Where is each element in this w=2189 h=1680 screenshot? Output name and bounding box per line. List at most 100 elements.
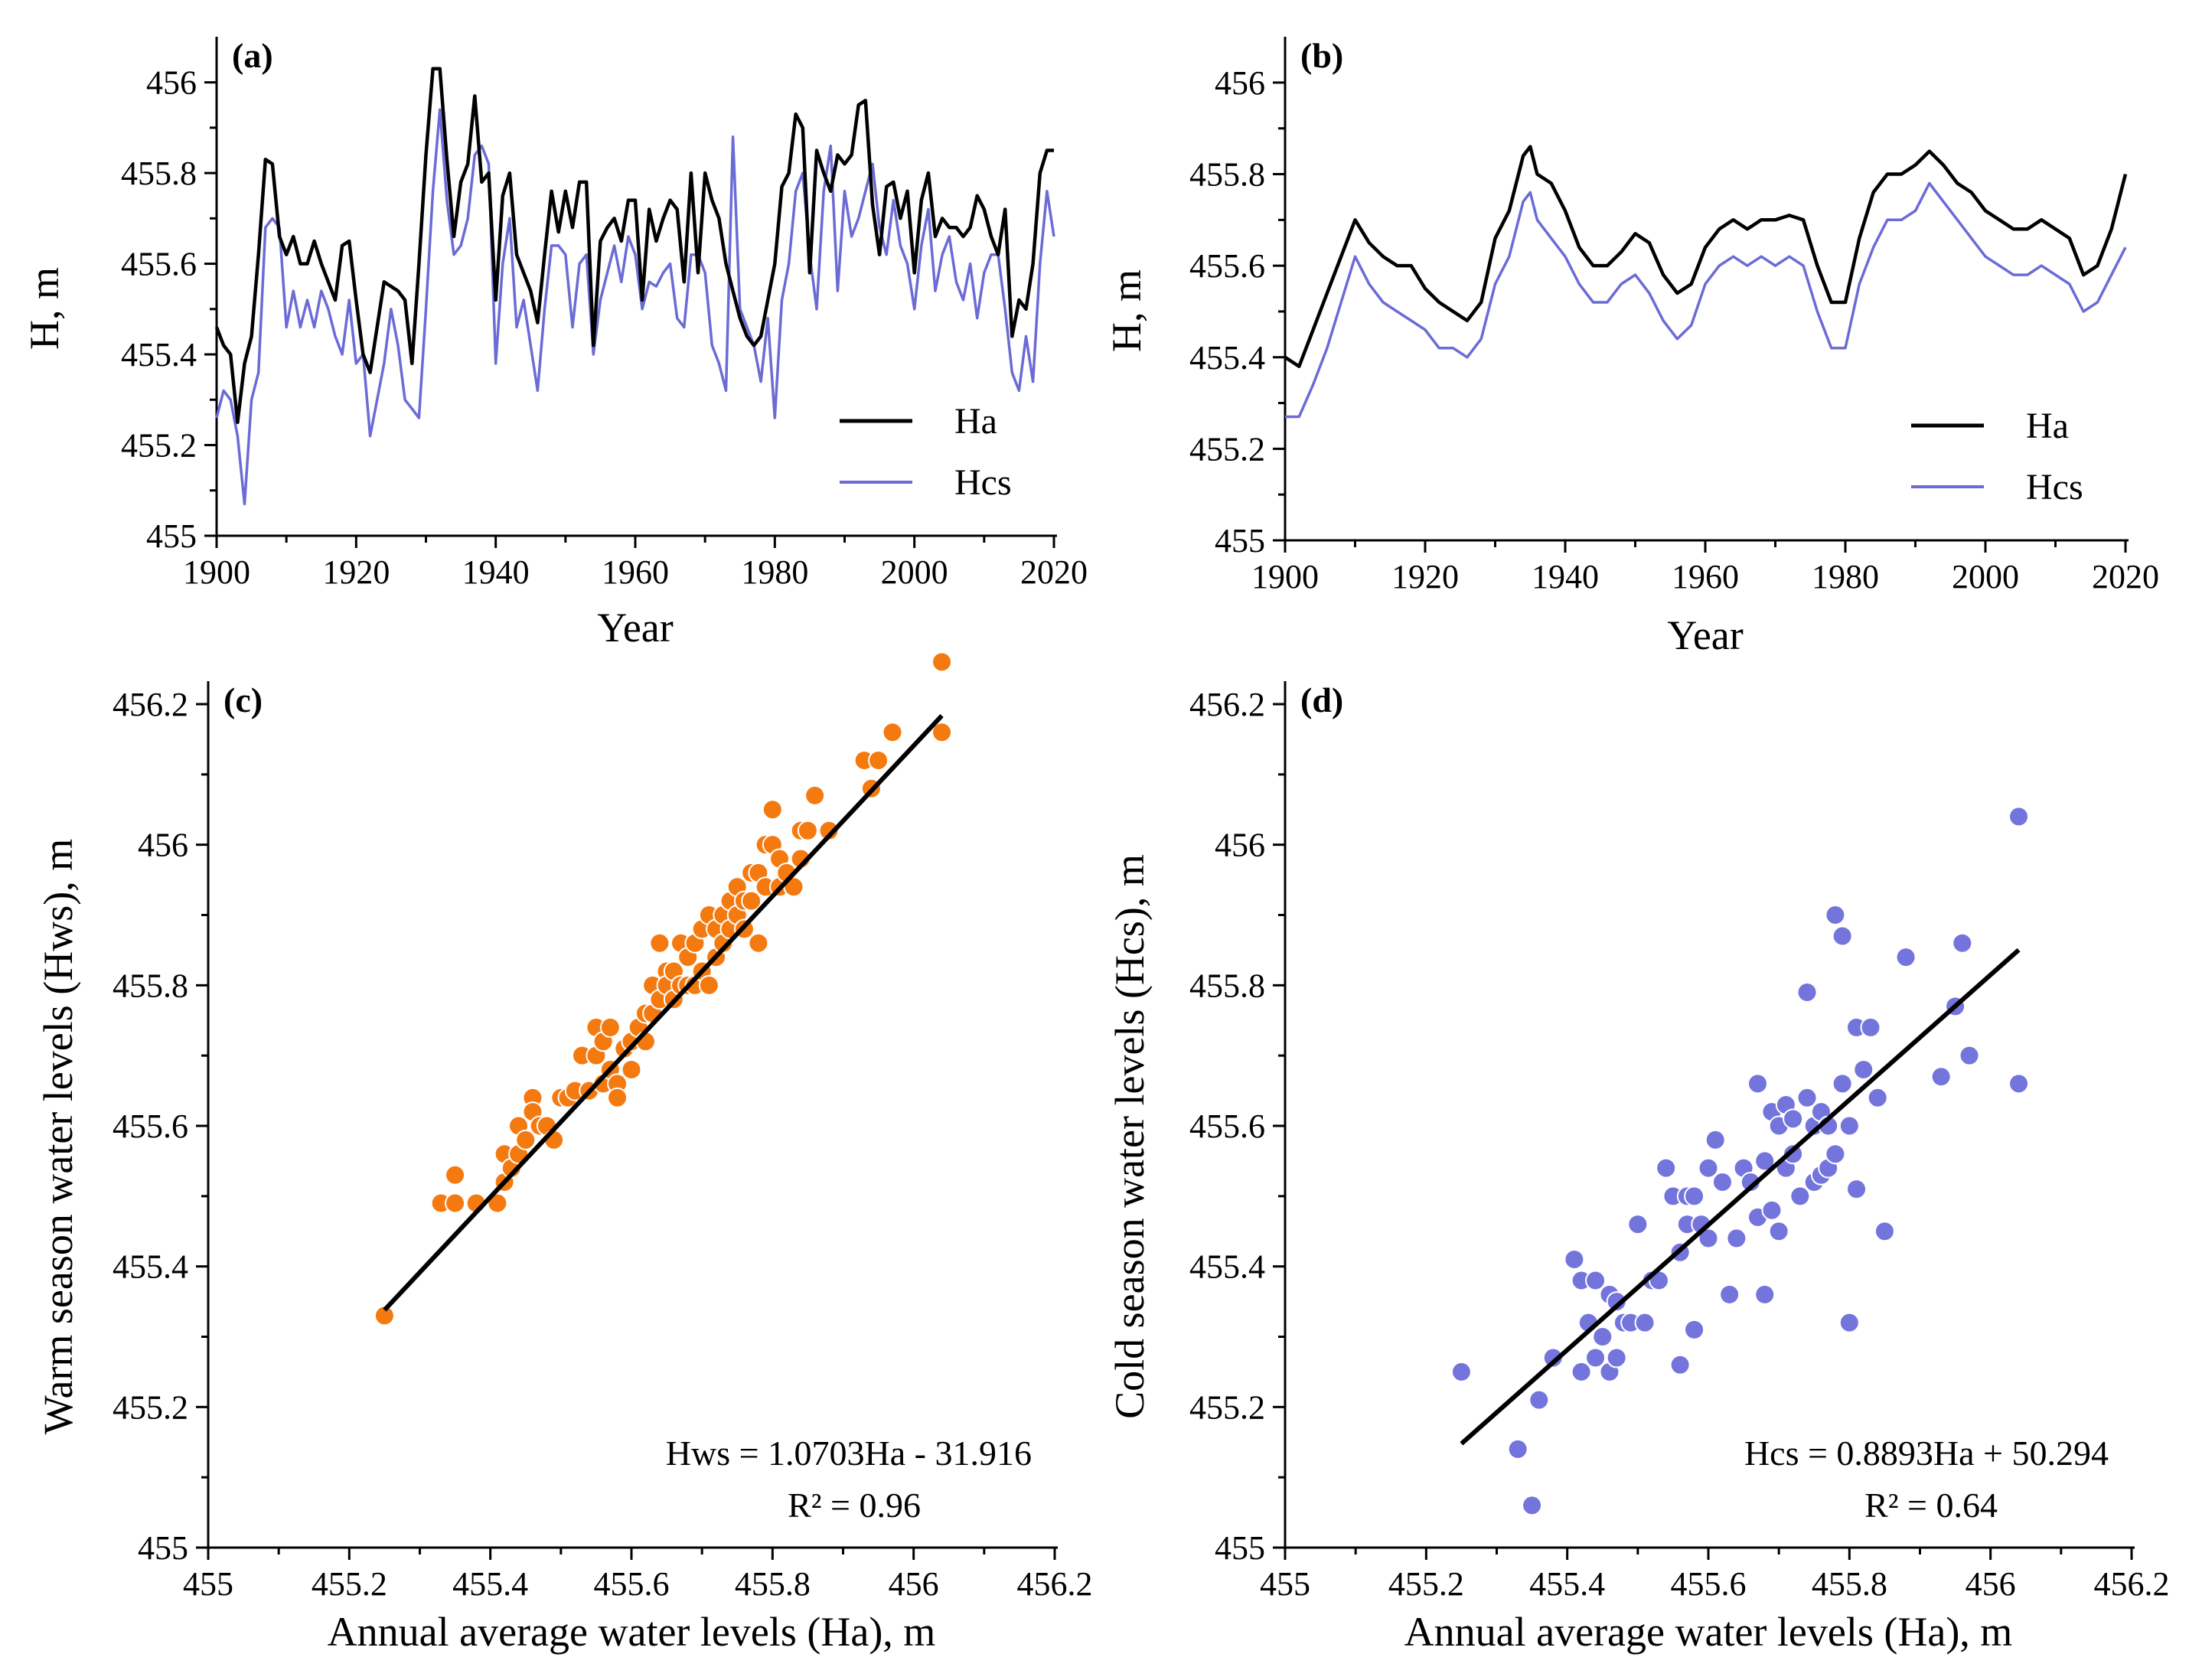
regression-line (1460, 948, 2021, 1446)
r-squared-label: R² = 0.64 (1864, 1486, 1998, 1525)
scatter-point (445, 1164, 466, 1186)
x-tick-label: 1900 (1251, 558, 1319, 595)
scatter-point (374, 1305, 395, 1326)
series-line-hcs (1285, 181, 2127, 419)
scatter-point (1684, 1186, 1705, 1207)
scatter-point (1853, 1059, 1874, 1081)
scatter-point (1930, 1066, 1952, 1088)
scatter-point (1564, 1248, 1585, 1270)
y-tick-label: 456 (146, 64, 197, 102)
scatter-point (1867, 1087, 1888, 1108)
scatter-point (1705, 1129, 1726, 1150)
x-tick-label: 2020 (1020, 553, 1088, 591)
x-tick-label: 2000 (881, 553, 948, 591)
scatter-point (487, 1192, 508, 1214)
y-tick-label: 455.8 (121, 155, 197, 192)
panel-label: (b) (1300, 36, 1343, 75)
scatter-point (1959, 1045, 1980, 1066)
scatter-point (607, 1087, 628, 1108)
y-tick-label: 456 (1215, 64, 1265, 102)
y-tick-label: 456.2 (1189, 686, 1265, 723)
scatter-point (1522, 1495, 1543, 1516)
y-axis-title: Warm season water levels (Hws), m (35, 839, 81, 1434)
y-tick-label: 456 (138, 827, 188, 864)
regression-line (383, 713, 944, 1312)
scatter-point (1684, 1319, 1705, 1340)
x-tick-label: 1920 (1391, 558, 1459, 595)
legend-label-hcs: Hcs (2026, 467, 2083, 507)
scatter-point (748, 932, 769, 954)
scatter-point (1542, 1347, 1564, 1368)
x-tick-label: 2000 (1952, 558, 2019, 595)
y-axis-title: Cold season water levels (Hcs), m (1107, 854, 1153, 1419)
regression-equation: Hws = 1.0703Ha - 31.916 (666, 1434, 1032, 1473)
scatter-point (649, 932, 670, 954)
panel-a: 1900 1920 1940 1960 1980 2000 2020 455 455.2 455.… (21, 36, 1088, 651)
scatter-point (882, 722, 903, 743)
scatter-point (1450, 1361, 1472, 1382)
scatter-point (1952, 932, 1973, 954)
r-squared-label: R² = 0.96 (788, 1486, 921, 1525)
regression-equation: Hcs = 0.8893Ha + 50.294 (1744, 1434, 2109, 1473)
scatter-point (1895, 947, 1917, 968)
y-tick-label: 455.2 (113, 1388, 188, 1426)
scatter-point (1528, 1389, 1550, 1411)
series-line-hcs (215, 108, 1055, 506)
y-tick-label: 455.2 (121, 427, 197, 465)
panel-label: (c) (223, 680, 263, 719)
x-axis-title: Year (1667, 612, 1744, 658)
scatter-point (1761, 1199, 1783, 1221)
x-tick-label: 455.4 (1529, 1565, 1605, 1603)
scatter-point (599, 1016, 621, 1038)
x-tick-label: 455.4 (452, 1565, 528, 1603)
y-tick-label: 455.4 (121, 336, 197, 374)
y-axis-title: H, m (21, 267, 67, 350)
x-tick-label: 2020 (2092, 558, 2159, 595)
y-tick-label: 455.4 (1189, 339, 1265, 377)
scatter-point (1571, 1361, 1592, 1382)
y-tick-label: 455.6 (1189, 247, 1265, 285)
x-tick-label: 455.8 (1812, 1565, 1887, 1603)
x-tick-label: 456.2 (2094, 1565, 2170, 1603)
scatter-point (1585, 1270, 1607, 1291)
scatter-point (1754, 1150, 1776, 1172)
x-tick-label: 1960 (1672, 558, 1739, 595)
scatter-point (621, 1059, 642, 1081)
scatter-point (1585, 1347, 1607, 1368)
y-tick-label: 455.8 (113, 967, 188, 1004)
scatter-point (762, 799, 783, 820)
scatter-point (804, 785, 826, 806)
scatter-point (1698, 1228, 1719, 1249)
panel-b: 1900 1920 1940 1960 1980 2000 2020 455 455.2 455.… (1104, 36, 2159, 658)
scatter-point (1656, 1157, 1677, 1179)
x-tick-label: 1960 (602, 553, 669, 591)
scatter-point (1747, 1073, 1769, 1094)
x-tick-label: 455.6 (594, 1565, 670, 1603)
y-tick-label: 455.6 (1189, 1107, 1265, 1145)
scatter-point (445, 1192, 466, 1214)
scatter-point (1832, 925, 1853, 947)
scatter-point (1796, 1087, 1818, 1108)
y-tick-label: 455.2 (1189, 1388, 1265, 1426)
x-tick-label: 1920 (322, 553, 390, 591)
scatter-point (818, 820, 840, 841)
x-tick-label: 1980 (1812, 558, 1879, 595)
series-line-ha (1284, 145, 2128, 368)
y-tick-label: 455.4 (1189, 1248, 1265, 1286)
panel-label: (a) (232, 36, 273, 75)
scatter-point (1711, 1171, 1733, 1192)
scatter-point (1783, 1108, 1804, 1130)
scatter-point (1754, 1284, 1776, 1305)
x-axis-title: Annual average water levels (Ha), m (328, 1609, 936, 1655)
scatter-point (1627, 1214, 1649, 1235)
x-tick-label: 455.2 (312, 1565, 387, 1603)
x-tick-label: 1940 (462, 553, 530, 591)
x-tick-label: 455.2 (1388, 1565, 1464, 1603)
scatter-point (1634, 1312, 1656, 1333)
scatter-point (1783, 1143, 1804, 1165)
y-tick-label: 455 (146, 517, 197, 555)
x-axis-title: Annual average water levels (Ha), m (1404, 1609, 2013, 1655)
legend-label-ha: Ha (954, 401, 997, 442)
scatter-point (931, 722, 953, 743)
scatter-point (1669, 1354, 1691, 1375)
